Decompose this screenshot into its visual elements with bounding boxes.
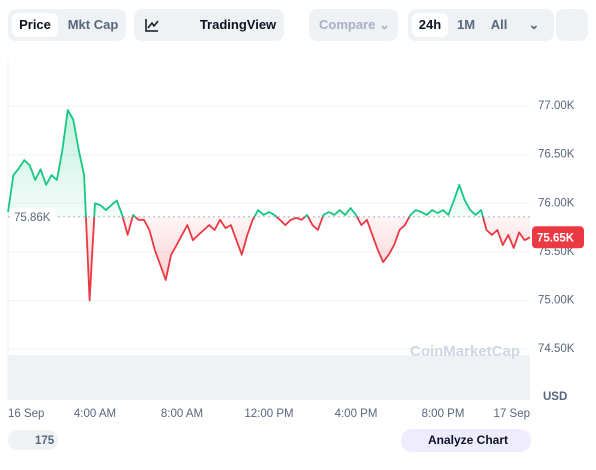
y-unit: USD — [543, 391, 567, 403]
compare-label: Compare — [319, 17, 376, 32]
view-toggle: Price Mkt Cap — [8, 9, 126, 41]
analyze-label: Analyze Chart — [428, 433, 508, 447]
x-tick-label: 8:00 AM — [161, 408, 203, 420]
mkt-cap-tab[interactable]: Mkt Cap — [67, 17, 119, 32]
compare-group: Compare ⌄ — [309, 9, 398, 41]
compare-dropdown[interactable]: Compare ⌄ — [319, 17, 390, 32]
reference-label: 75.86K — [14, 212, 51, 224]
settings-button[interactable] — [556, 9, 588, 41]
chart-type-group: TradingView — [134, 9, 284, 41]
price-tag — [532, 226, 584, 249]
watermark: CoinMarketCap — [410, 343, 520, 360]
analyze-button[interactable] — [401, 429, 531, 452]
y-tick-label: 77.00K — [538, 100, 575, 112]
y-tick-label: 76.50K — [538, 149, 575, 161]
x-tick-label: 8:00 PM — [422, 408, 465, 420]
x-tick-label: 4:00 AM — [74, 408, 116, 420]
range-24h[interactable]: 24h — [412, 13, 448, 37]
range-1m[interactable]: 1M — [456, 17, 476, 32]
area-fill — [8, 110, 530, 301]
range-all[interactable]: All — [490, 17, 508, 32]
x-tick-label: 12:00 PM — [244, 408, 293, 420]
x-tick-label: 16 Sep — [8, 408, 44, 420]
y-tick-label: 74.50K — [538, 343, 575, 355]
y-tick-label: 75.50K — [538, 246, 575, 258]
badge[interactable] — [8, 430, 58, 450]
price-tag-label: 75.65K — [537, 232, 575, 244]
range-group: 24h 1M All ⌄ — [408, 9, 554, 41]
y-tick-label: 75.00K — [538, 294, 575, 306]
x-tick-label: 17 Sep — [494, 408, 530, 420]
line-icon[interactable] — [144, 17, 160, 33]
y-tick-label: 76.00K — [538, 197, 575, 209]
tradingview-label: TradingView — [199, 17, 277, 32]
x-tick-label: 4:00 PM — [335, 408, 378, 420]
price-tab[interactable]: Price — [12, 13, 58, 37]
tradingview-tab[interactable]: TradingView — [182, 13, 278, 37]
range-more[interactable]: ⌄ — [528, 17, 540, 32]
volume-area — [8, 355, 530, 400]
reference-tag-bg — [10, 207, 56, 226]
price-line — [7, 109, 531, 302]
badge-count: 175 — [35, 435, 55, 447]
